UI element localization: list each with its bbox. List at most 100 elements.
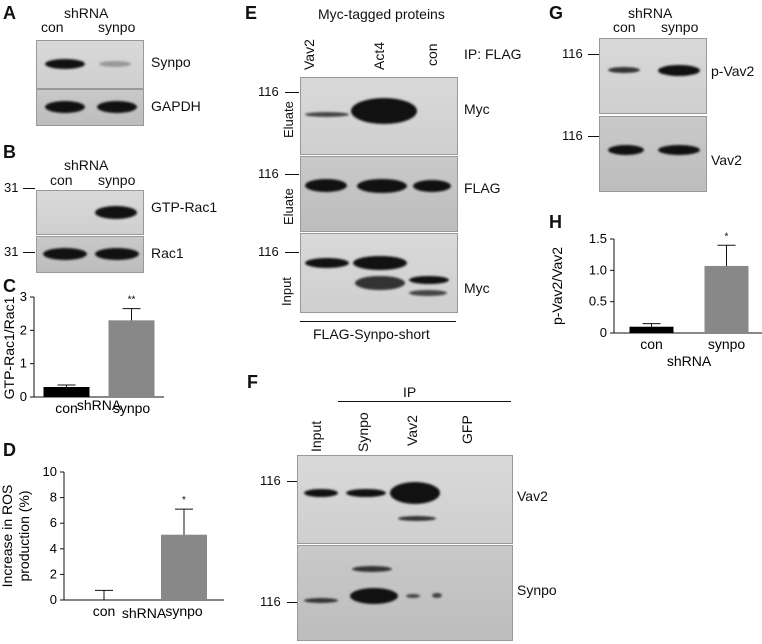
- lane-label: Input: [308, 420, 324, 452]
- panel-letter-a: A: [3, 3, 16, 23]
- x-tick-label: synpo: [165, 603, 203, 619]
- lane-label: synpo: [98, 172, 136, 188]
- shrna-label: shRNA: [628, 5, 673, 21]
- panel-letter-h: H: [549, 212, 562, 232]
- section-label: Input: [279, 277, 294, 306]
- marker-label: 116: [562, 128, 583, 143]
- row-label: Synpo: [517, 582, 557, 598]
- lane-label: con: [424, 43, 440, 66]
- shrna-label: shRNA: [64, 5, 109, 21]
- lane-label: synpo: [661, 19, 699, 35]
- row-label: Rac1: [151, 245, 184, 261]
- row-label: Synpo: [151, 54, 191, 70]
- blot-strip: [297, 455, 513, 544]
- panel-letter-c: C: [3, 276, 16, 296]
- row-label: Myc: [464, 101, 490, 117]
- blot-strip: [599, 116, 707, 192]
- bar-synpo: [704, 265, 749, 333]
- panel-letter-e: E: [245, 3, 258, 23]
- y-tick-label: 4: [50, 541, 57, 556]
- y-tick-label: 2: [50, 566, 57, 581]
- y-axis-label: Increase in ROSproduction (%): [0, 485, 32, 588]
- x-tick-label: con: [93, 603, 116, 619]
- blot-strip: [599, 38, 707, 114]
- blot-strip: [36, 40, 144, 89]
- x-tick-label: con: [55, 400, 78, 416]
- y-tick-label: 0.5: [589, 294, 607, 309]
- significance-marker: **: [128, 295, 136, 306]
- y-tick-label: 0: [600, 325, 607, 340]
- lane-label: con: [50, 172, 73, 188]
- lane-label: con: [613, 19, 636, 35]
- chart-h: 0 0.5 1.0 1.5 con synpo * shRNA p-Vav2/Vav2: [549, 231, 762, 369]
- panel-letter-g: G: [549, 3, 564, 23]
- bar-synpo: [161, 534, 207, 600]
- panel-e-title: Myc-tagged proteins: [318, 6, 445, 22]
- y-tick-label: 0: [20, 389, 27, 404]
- marker-label: 31: [4, 180, 19, 195]
- x-axis-label: shRNA: [667, 353, 712, 369]
- row-label: Vav2: [711, 152, 742, 168]
- x-axis-label: shRNA: [122, 605, 167, 621]
- marker-label: 116: [260, 473, 281, 488]
- blot-strip: [36, 190, 144, 235]
- bar-con: [629, 326, 674, 333]
- ip-label: IP: [403, 384, 417, 400]
- blot-strip: [300, 233, 458, 313]
- ip-bracket-line: [338, 401, 511, 402]
- x-tick-label: synpo: [708, 336, 746, 352]
- ip-label: IP: FLAG: [464, 46, 522, 62]
- y-tick-label: 3: [20, 289, 27, 304]
- row-label: p-Vav2: [711, 63, 755, 79]
- y-axis-label: p-Vav2/Vav2: [549, 247, 565, 325]
- marker-label: 116: [258, 84, 279, 99]
- chart-c: 0 1 2 3 con synpo ** shRNA GTP-Rac1/Rac1: [1, 289, 164, 416]
- x-tick-label: synpo: [113, 400, 151, 416]
- y-tick-label: 10: [43, 464, 57, 479]
- row-label: FLAG: [464, 180, 501, 196]
- row-label: GAPDH: [151, 98, 201, 114]
- marker-label: 116: [260, 594, 281, 609]
- panel-letter-f: F: [247, 372, 258, 392]
- section-label: Eluate: [281, 188, 296, 225]
- lane-label: GFP: [459, 415, 475, 444]
- marker-label: 116: [258, 166, 279, 181]
- blot-strip: [300, 77, 458, 155]
- marker-label: 31: [4, 244, 19, 259]
- marker-label: 116: [562, 46, 583, 61]
- chart-d: 0 2 4 6 8 10 con synpo * shRNA Increase in ROSprod…: [0, 464, 224, 621]
- row-label: Myc: [464, 280, 490, 296]
- bar-synpo: [108, 320, 155, 397]
- x-tick-label: con: [640, 336, 663, 352]
- y-tick-label: 6: [50, 515, 57, 530]
- blot-strip: [297, 545, 513, 641]
- y-tick-label: 1: [20, 356, 27, 371]
- panel-letter-b: B: [3, 142, 16, 162]
- blot-strip: [36, 236, 144, 273]
- blot-strip: [36, 89, 144, 126]
- bar-con: [43, 387, 90, 397]
- shrna-label: shRNA: [64, 157, 109, 173]
- y-tick-label: 8: [50, 490, 57, 505]
- bracket-line: [300, 321, 456, 322]
- y-axis-label: GTP-Rac1/Rac1: [1, 296, 17, 399]
- y-tick-label: 2: [20, 322, 27, 337]
- construct-label: FLAG-Synpo-short: [313, 326, 430, 342]
- blot-strip: [300, 156, 458, 232]
- row-label: Vav2: [517, 488, 548, 504]
- y-tick-label: 1.0: [589, 262, 607, 277]
- lane-label: Vav2: [301, 39, 317, 70]
- lane-label: synpo: [98, 19, 136, 35]
- x-axis-label: shRNA: [77, 397, 122, 413]
- row-label: GTP-Rac1: [151, 199, 218, 215]
- marker-label: 116: [258, 244, 279, 259]
- lane-label: Act4: [371, 41, 387, 70]
- y-tick-label: 0: [50, 592, 57, 607]
- y-tick-label: 1.5: [589, 231, 607, 246]
- panel-letter-d: D: [3, 440, 16, 460]
- significance-marker: *: [725, 231, 729, 242]
- section-label: Eluate: [281, 101, 296, 138]
- lane-label: Synpo: [355, 412, 371, 452]
- lane-label: con: [41, 19, 64, 35]
- lane-label: Vav2: [404, 415, 420, 446]
